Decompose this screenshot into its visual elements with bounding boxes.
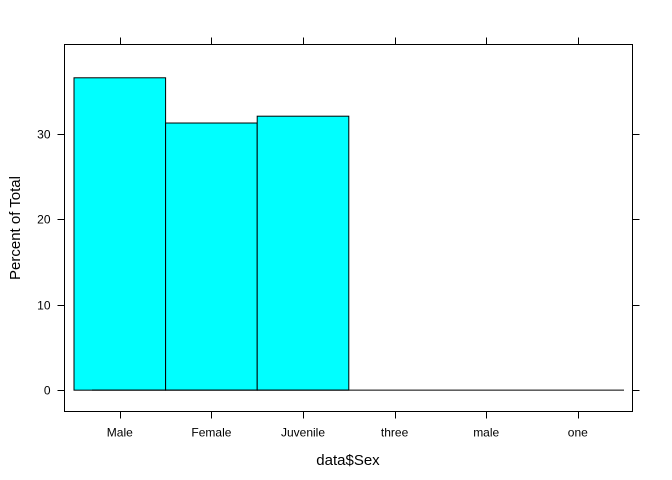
bar-juvenile — [256, 115, 350, 391]
x-tick-label: Juvenile — [281, 426, 325, 440]
bar-female — [165, 122, 258, 391]
x-tick-label: one — [568, 426, 588, 440]
plot-frame — [64, 44, 633, 412]
x-tick-label: male — [473, 426, 499, 440]
bar-group — [73, 77, 350, 391]
bar-male — [73, 77, 167, 391]
x-axis-ticks: Male Female Juvenile three male one — [107, 37, 588, 440]
y-tick-label: 0 — [44, 384, 51, 398]
x-axis-label: data$Sex — [316, 452, 380, 469]
y-tick-label: 30 — [37, 128, 51, 142]
x-tick-label: three — [381, 426, 409, 440]
x-tick-label: Male — [107, 426, 133, 440]
y-axis-label: Percent of Total — [7, 176, 24, 280]
y-axis-ticks: 0 10 20 30 — [37, 128, 640, 398]
x-tick-label: Female — [191, 426, 231, 440]
y-tick-label: 20 — [37, 213, 51, 227]
y-tick-label: 10 — [37, 299, 51, 313]
